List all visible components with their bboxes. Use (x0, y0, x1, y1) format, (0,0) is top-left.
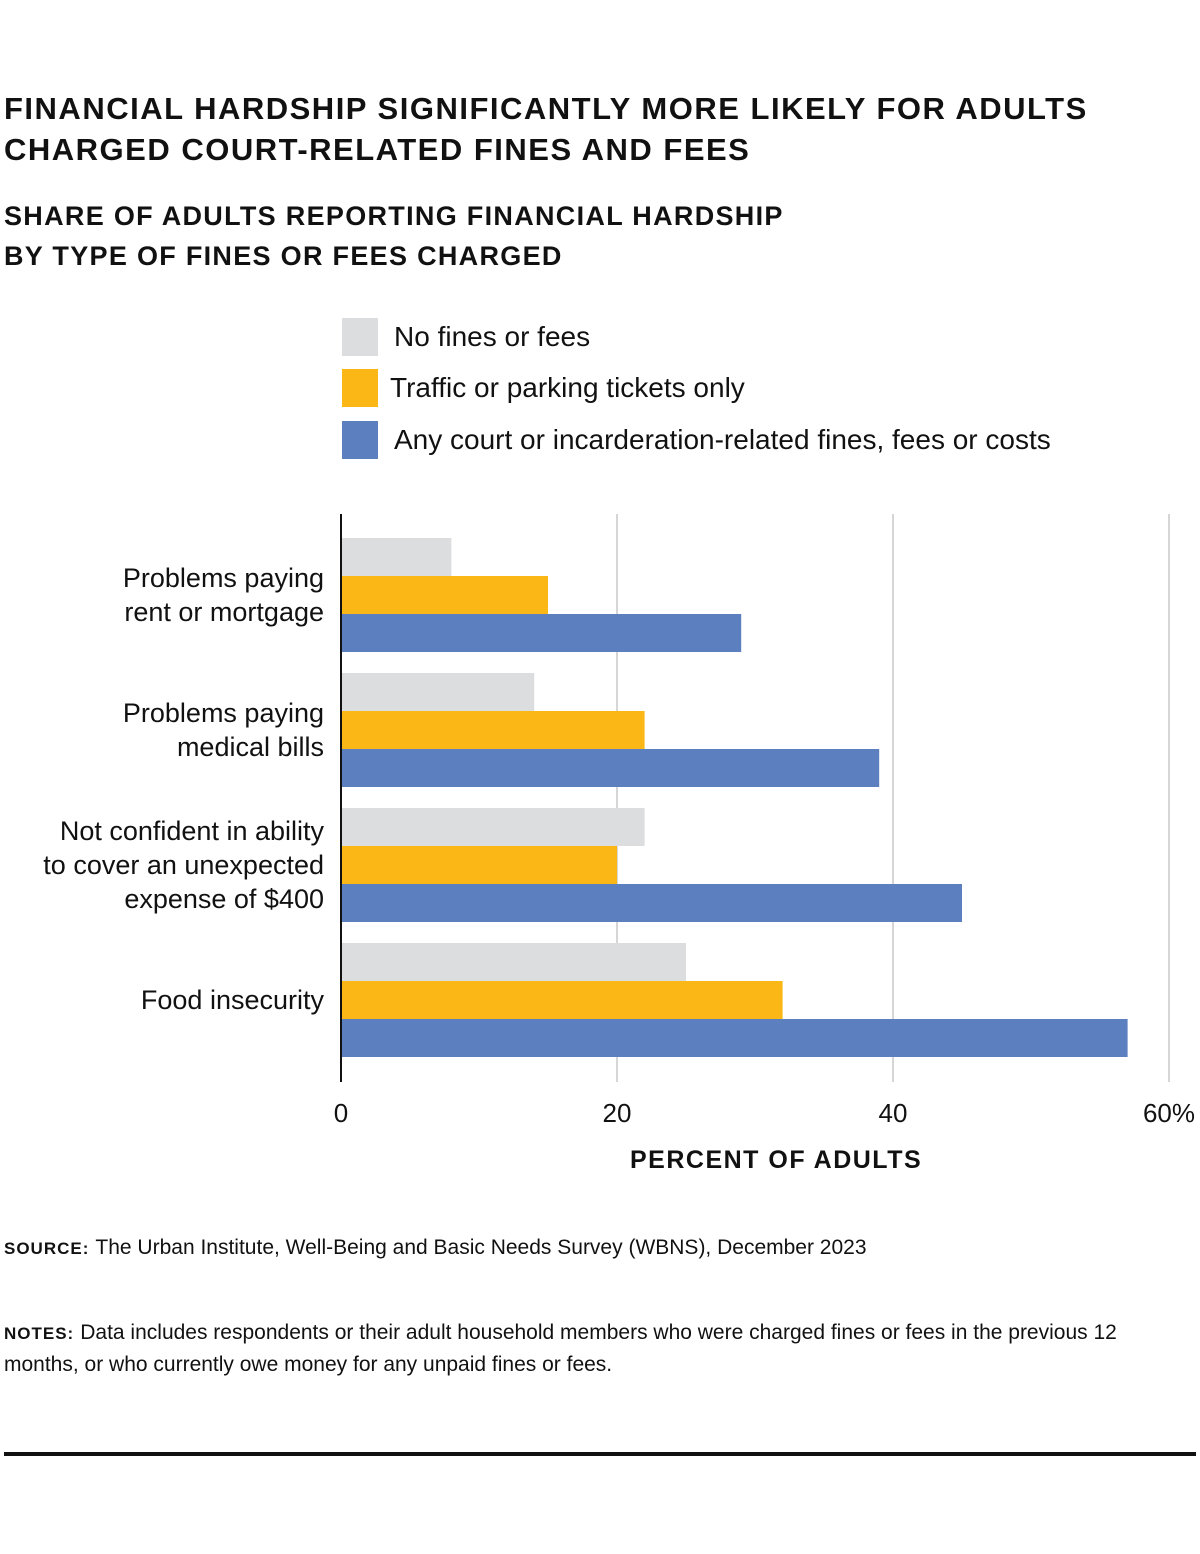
bar-2-2 (341, 884, 962, 922)
bar-0-0 (341, 538, 452, 576)
bar-3-0 (341, 943, 686, 981)
legend-label-traffic: Traffic or parking tickets only (390, 372, 745, 403)
x-tick-label-1: 20 (603, 1098, 632, 1128)
x-axis-title: PERCENT OF ADULTS (630, 1146, 923, 1174)
bar-0-2 (341, 614, 742, 652)
bar-3-2 (341, 1019, 1128, 1057)
category-label-1-1: medical bills (177, 732, 324, 762)
category-label-0-1: rent or mortgage (124, 597, 324, 627)
bar-2-1 (341, 846, 617, 884)
notes-label: NOTES: (4, 1324, 75, 1343)
chart-title: FINANCIAL HARDSHIP SIGNIFICANTLY MORE LI… (4, 91, 1088, 167)
subtitle-line-2: BY TYPE OF FINES OR FEES CHARGED (4, 241, 563, 271)
category-label-1-0: Problems paying (123, 698, 324, 728)
bar-2-0 (341, 808, 645, 846)
legend-label-no-fines: No fines or fees (394, 321, 591, 352)
legend-swatch-traffic (342, 369, 378, 407)
x-tick-label-3: 60% (1143, 1098, 1195, 1128)
category-label-0-0: Problems paying (123, 563, 324, 593)
category-label-2-1: to cover an unexpected (43, 850, 324, 880)
bar-1-2 (341, 749, 880, 787)
source-text: The Urban Institute, Well-Being and Basi… (95, 1236, 867, 1259)
subtitle-line-1: SHARE OF ADULTS REPORTING FINANCIAL HARD… (4, 201, 784, 231)
category-label-3-0: Food insecurity (141, 985, 325, 1015)
source-label: SOURCE: (4, 1239, 90, 1258)
chart-subtitle: SHARE OF ADULTS REPORTING FINANCIAL HARD… (4, 196, 1004, 276)
legend-swatch-court (342, 421, 378, 459)
legend-swatch-no-fines (342, 318, 378, 356)
x-tick-label-0: 0 (334, 1098, 348, 1128)
legend-label-court: Any court or incarderation-related fines… (394, 424, 1051, 455)
category-label-2-2: expense of $400 (124, 884, 324, 914)
bar-1-0 (341, 673, 535, 711)
category-label-2-0: Not confident in ability (60, 816, 325, 846)
source-note: SOURCE: The Urban Institute, Well-Being a… (4, 1232, 1154, 1264)
bottom-rule (4, 1452, 1196, 1456)
notes: NOTES: Data includes respondents or their… (4, 1317, 1154, 1380)
bar-0-1 (341, 576, 548, 614)
bar-3-1 (341, 981, 783, 1019)
notes-text: Data includes respondents or their adult… (4, 1321, 1117, 1376)
x-tick-label-2: 40 (879, 1098, 908, 1128)
bar-1-1 (341, 711, 645, 749)
